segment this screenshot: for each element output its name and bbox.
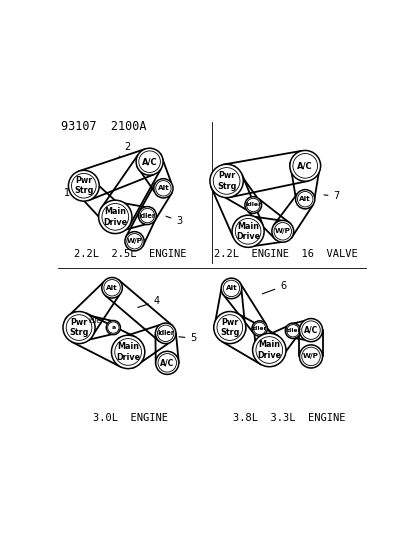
Text: Idler: Idler [251,326,267,331]
Text: Idler: Idler [285,328,300,333]
Text: Idler: Idler [157,330,174,336]
Text: A/C: A/C [142,157,157,166]
Circle shape [299,345,322,368]
Circle shape [106,320,120,335]
Circle shape [136,148,163,175]
Text: A/C: A/C [297,161,312,171]
Circle shape [244,197,261,213]
Text: W/P: W/P [302,353,318,359]
Text: Main
Drive: Main Drive [235,222,259,241]
Text: Pwr
Strg: Pwr Strg [74,176,93,196]
Circle shape [68,171,99,201]
Circle shape [299,319,322,342]
Text: Idler: Idler [244,203,261,207]
Text: Alt: Alt [106,285,118,291]
Circle shape [102,278,122,298]
Text: Main
Drive: Main Drive [256,340,281,360]
Text: 1: 1 [64,188,93,198]
Circle shape [232,215,263,247]
Text: Main
Drive: Main Drive [103,207,127,227]
Text: 2.2L  ENGINE  16  VALVE: 2.2L ENGINE 16 VALVE [214,248,357,259]
Text: Pwr
Strg: Pwr Strg [220,318,239,337]
Text: 4: 4 [138,296,159,308]
Text: A/C: A/C [303,326,317,335]
Text: Alt: Alt [299,196,310,202]
Text: 2.2L  2.5L  ENGINE: 2.2L 2.5L ENGINE [74,248,186,259]
Circle shape [289,150,320,181]
Circle shape [285,323,300,338]
Circle shape [63,311,95,344]
Text: a: a [111,325,115,330]
Text: Idler: Idler [138,213,156,219]
Circle shape [252,321,267,336]
Text: 93107  2100A: 93107 2100A [61,120,147,133]
Circle shape [155,351,178,374]
Text: A/C: A/C [160,358,174,367]
Circle shape [111,335,145,369]
Text: Pwr
Strg: Pwr Strg [69,318,88,337]
Circle shape [295,190,314,209]
Circle shape [138,207,156,224]
Circle shape [213,311,245,344]
Text: Pwr
Strg: Pwr Strg [216,171,236,191]
Text: 2: 2 [119,142,130,156]
Text: 3: 3 [166,216,182,226]
Text: 7: 7 [323,191,339,201]
Text: 3.8L  3.3L  ENGINE: 3.8L 3.3L ENGINE [233,413,344,423]
Text: W/P: W/P [274,228,290,235]
Circle shape [209,164,243,198]
Text: 6: 6 [261,281,286,294]
Text: W/P: W/P [126,238,142,244]
Circle shape [252,333,285,367]
Circle shape [271,221,293,242]
Circle shape [98,200,132,233]
Circle shape [155,323,176,344]
Text: 5: 5 [178,333,196,343]
Text: Alt: Alt [225,285,237,292]
Text: 3.0L  ENGINE: 3.0L ENGINE [93,413,167,423]
Circle shape [221,278,241,298]
Text: Main
Drive: Main Drive [116,342,140,362]
Circle shape [153,179,173,198]
Text: Alt: Alt [157,185,169,191]
Text: Idler: Idler [88,318,104,324]
Circle shape [125,232,144,251]
